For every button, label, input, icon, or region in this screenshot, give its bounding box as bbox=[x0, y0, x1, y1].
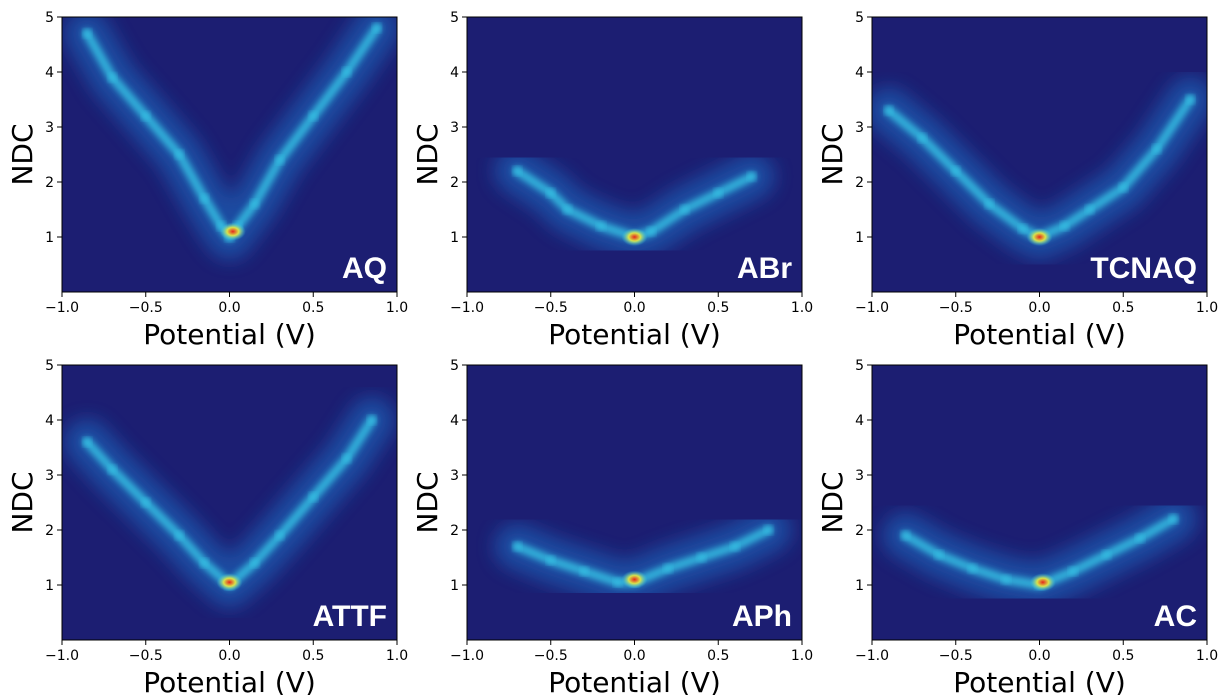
y-axis-label: NDC bbox=[6, 123, 39, 185]
ridge-point bbox=[83, 29, 92, 38]
ridge-point bbox=[275, 156, 284, 164]
x-axis-label: Potential (V) bbox=[143, 318, 316, 351]
y-tick-label: 3 bbox=[45, 120, 54, 136]
ridge-point bbox=[309, 112, 318, 120]
ridge-point bbox=[200, 194, 209, 203]
x-tick-label: −0.5 bbox=[129, 300, 163, 316]
y-tick-label: 4 bbox=[45, 65, 54, 81]
ridge-point bbox=[250, 200, 259, 208]
x-tick-label: 0.0 bbox=[218, 300, 240, 316]
ridge-point bbox=[141, 112, 150, 120]
y-tick-label: 2 bbox=[45, 175, 54, 191]
ridge-point bbox=[108, 73, 117, 82]
x-tick-label: 0.5 bbox=[302, 300, 324, 316]
x-tick-label: 1.0 bbox=[386, 300, 408, 316]
y-tick-label: 5 bbox=[45, 10, 54, 26]
panel-label: AQ bbox=[342, 252, 387, 285]
peak-hotspot bbox=[219, 222, 246, 241]
y-tick-label: 1 bbox=[45, 230, 54, 246]
ridge-point bbox=[175, 150, 184, 159]
x-tick-label: −1.0 bbox=[45, 300, 79, 316]
ridge-point bbox=[372, 24, 381, 32]
ridge-point bbox=[342, 68, 351, 76]
